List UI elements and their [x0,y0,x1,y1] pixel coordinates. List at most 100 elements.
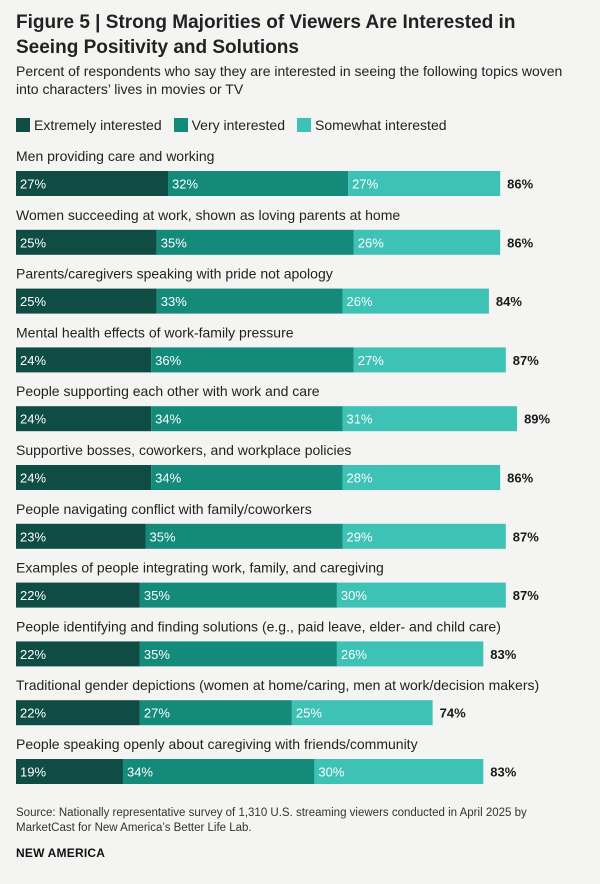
bar-segment-somewhat [342,465,501,490]
data-label-very: 34% [155,412,181,427]
data-label-extremely: 19% [20,765,46,780]
bar-segment-somewhat [348,171,501,196]
category-label: Traditional gender depictions (women at … [16,677,539,693]
data-label-very: 35% [149,529,175,544]
data-label-somewhat: 27% [358,353,384,368]
data-label-somewhat: 27% [352,177,378,192]
data-label-very: 35% [144,588,170,603]
bar-segment-somewhat [342,406,518,432]
data-label-very: 27% [144,706,170,721]
legend-label-somewhat: Somewhat interested [315,117,447,133]
data-label-extremely: 24% [20,412,46,427]
data-label-somewhat: 30% [341,588,367,603]
total-label: 86% [507,177,533,192]
bar-segment-very [151,406,343,432]
bar-segment-very [139,582,337,608]
legend-label-extremely: Extremely interested [34,117,162,133]
bar-segment-somewhat [342,523,506,549]
total-label: 87% [513,353,539,368]
bar-segment-very [156,229,354,255]
bar-segment-very [151,465,343,490]
data-label-extremely: 24% [20,471,46,486]
category-label: People supporting each other with work a… [16,383,320,399]
legend-item-somewhat: Somewhat interested [297,117,447,133]
bar-segment-somewhat [342,288,489,314]
data-label-somewhat: 26% [341,647,367,662]
data-label-very: 35% [161,235,187,250]
bar-segment-somewhat [336,641,484,667]
bar-segment-very [145,523,343,549]
data-label-very: 34% [155,471,181,486]
data-label-somewhat: 29% [347,529,373,544]
legend-label-very: Very interested [191,117,285,133]
category-label: People identifying and finding solutions… [16,618,501,634]
source-note: Source: Nationally representative survey… [16,807,527,834]
bar-segment-extremely [16,347,152,373]
bar-segment-extremely [16,523,146,549]
bar-segment-extremely [16,641,140,667]
data-label-extremely: 24% [20,353,46,368]
category-label: Supportive bosses, coworkers, and workpl… [16,442,351,458]
data-label-very: 32% [172,177,198,192]
chart-title: Figure 5 | Strong Majorities of Viewers … [16,12,516,58]
total-label: 87% [513,588,539,603]
data-label-very: 34% [127,765,153,780]
brand-logo-text: NEW AMERICA [16,846,106,860]
bar-segment-very [139,641,337,667]
bar-segment-extremely [16,171,169,196]
data-label-somewhat: 26% [347,294,373,309]
legend: Extremely interested Very interested Som… [16,116,459,134]
data-label-extremely: 23% [20,529,46,544]
data-label-somewhat: 28% [347,471,373,486]
data-label-somewhat: 25% [296,706,322,721]
bar-segment-somewhat [314,759,484,784]
data-label-somewhat: 31% [347,412,373,427]
total-label: 87% [513,529,539,544]
data-label-extremely: 22% [20,588,46,603]
bar-segment-somewhat [291,700,433,726]
total-label: 83% [490,647,516,662]
total-label: 84% [496,294,522,309]
bar-segment-extremely [16,582,140,608]
bar-segment-somewhat [353,229,501,255]
data-label-somewhat: 26% [358,235,384,250]
legend-swatch-somewhat [297,118,311,132]
bar-segment-somewhat [353,347,506,373]
legend-swatch-very [173,118,188,132]
legend-item-extremely: Extremely interested [16,117,162,133]
bar-segment-very [122,759,315,784]
legend-item-very: Very interested [173,117,285,133]
legend-swatch-extremely [16,118,30,132]
data-label-extremely: 22% [20,647,46,662]
bar-segment-very [139,700,292,726]
data-label-extremely: 27% [20,177,46,192]
bar-segment-extremely [16,406,152,432]
total-label: 86% [507,471,533,486]
data-label-somewhat: 30% [318,765,344,780]
bar-segment-very [156,288,343,314]
bar-segment-extremely [16,700,140,726]
bar-segment-somewhat [336,582,506,608]
category-label: Women succeeding at work, shown as lovin… [16,207,400,223]
category-label: Parents/caregivers speaking with pride n… [16,266,333,282]
bar-segment-extremely [16,288,157,314]
category-label: People navigating conflict with family/c… [16,501,312,517]
total-label: 89% [524,412,550,427]
chart-subtitle: Percent of respondents who say they are … [16,63,563,97]
total-label: 86% [507,235,533,250]
total-label: 74% [440,706,466,721]
bar-segment-extremely [16,465,152,490]
data-label-extremely: 22% [20,706,46,721]
bar-segment-very [168,171,349,196]
category-label: Mental health effects of work-family pre… [16,324,294,340]
category-label: Men providing care and working [16,148,214,164]
data-label-extremely: 25% [20,294,46,309]
category-label: People speaking openly about caregiving … [16,736,418,752]
bar-segment-extremely [16,229,157,255]
bar-segment-very [151,347,354,373]
total-label: 83% [490,765,516,780]
data-label-very: 36% [155,353,181,368]
bar-segment-extremely [16,759,123,784]
